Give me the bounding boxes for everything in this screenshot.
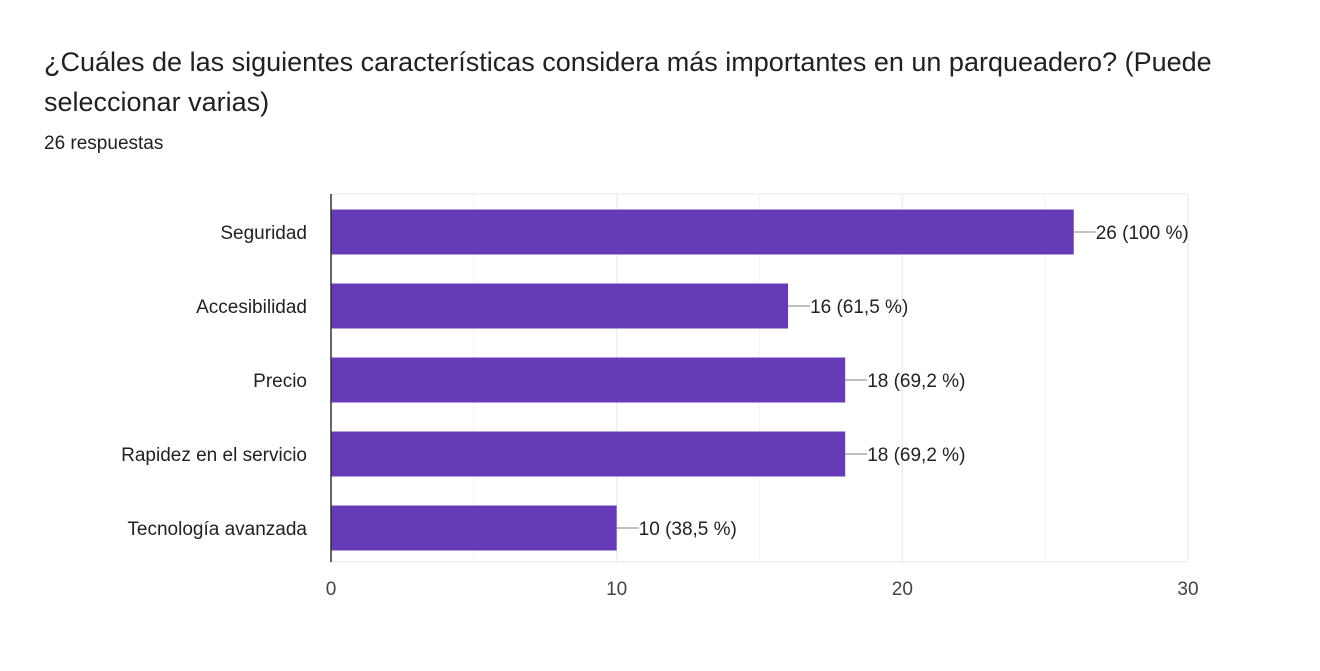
x-tick-label: 0	[326, 579, 337, 600]
response-count: 26 respuestas	[44, 133, 164, 154]
x-tick-label: 30	[1177, 579, 1198, 600]
data-label: 26 (100 %)	[1096, 223, 1189, 244]
data-label: 10 (38,5 %)	[639, 519, 737, 540]
data-label: 18 (69,2 %)	[867, 445, 965, 466]
bar	[331, 431, 846, 477]
category-label: Rapidez en el servicio	[121, 445, 307, 466]
bar	[331, 283, 789, 329]
bar	[331, 209, 1074, 255]
x-tick-label: 10	[606, 579, 627, 600]
x-tick-label: 20	[892, 579, 913, 600]
category-label: Accesibilidad	[196, 297, 307, 318]
data-label: 18 (69,2 %)	[867, 371, 965, 392]
question-title: ¿Cuáles de las siguientes característica…	[44, 47, 1212, 117]
bar	[331, 357, 846, 403]
category-label: Tecnología avanzada	[127, 519, 307, 540]
data-label: 16 (61,5 %)	[810, 297, 908, 318]
category-label: Precio	[253, 371, 307, 392]
bar	[331, 505, 617, 551]
category-label: Seguridad	[220, 223, 307, 244]
